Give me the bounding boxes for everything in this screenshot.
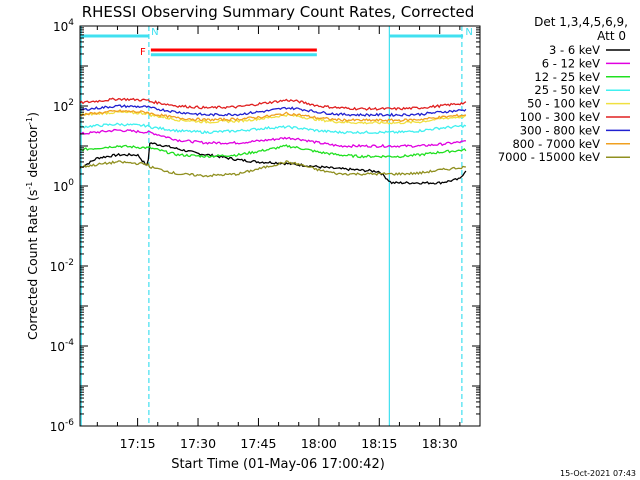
y-tick-label: 102 (53, 98, 74, 114)
y-axis-label-sup1: -1 (25, 182, 34, 190)
legend-label: 50 - 100 keV (527, 97, 600, 111)
footer-timestamp: 15-Oct-2021 07:43 (560, 469, 636, 478)
y-tick-label: 10-2 (50, 258, 74, 274)
plot-area: N NF (79, 26, 473, 426)
legend-label: 300 - 800 keV (520, 123, 600, 137)
series-line-7 (79, 109, 467, 123)
series-line-0 (79, 142, 467, 185)
x-tick-label: 18:00 (301, 436, 337, 451)
y-axis-label-sup2: -1 (25, 117, 34, 125)
legend-header-detectors: Det 1,3,4,5,6,9, (534, 15, 628, 29)
series-line-1 (79, 128, 466, 149)
legend-label: 25 - 50 keV (534, 83, 600, 97)
svg-text:Corrected Count Rate (s-1 dete: Corrected Count Rate (s-1 detector-1) (25, 112, 40, 340)
y-axis-label-end: ) (25, 112, 40, 117)
x-axis-label: Start Time (01-May-06 17:00:42) (171, 457, 385, 472)
axes: 10-6 10-4 10-2 100 102 104 17:15 17:30 17:45 18:0… (50, 18, 481, 451)
marker-label-1: N (465, 27, 472, 38)
y-axis-label: Corrected Count Rate (s-1 detector-1) (25, 112, 40, 340)
y-tick-label: 100 (53, 178, 74, 194)
x-tick-label: 17:45 (240, 436, 276, 451)
y-axis-label-mid: detector (25, 124, 40, 182)
legend-label: 3 - 6 keV (549, 43, 600, 57)
y-tick-label: 10-6 (50, 418, 75, 434)
legend-label: 100 - 300 keV (520, 110, 600, 124)
marker-label-0: N (151, 27, 158, 38)
series-line-3 (79, 122, 467, 135)
x-tick-label: 18:30 (422, 436, 458, 451)
series-line-8 (79, 160, 466, 178)
chart-title: RHESSI Observing Summary Count Rates, Co… (82, 3, 475, 21)
x-tick-label: 17:15 (120, 436, 156, 451)
legend-label: 800 - 7000 keV (512, 137, 600, 151)
x-tick-label: 18:15 (361, 436, 397, 451)
y-tick-label: 10-4 (50, 338, 75, 354)
y-tick-label: 104 (53, 18, 74, 34)
series-line-2 (79, 144, 467, 159)
legend-label: 6 - 12 keV (542, 56, 600, 70)
x-tick-label: 17:30 (180, 436, 216, 451)
marker-label-2: F (140, 47, 146, 58)
legend-label: 12 - 25 keV (534, 70, 600, 84)
series-line-4 (79, 110, 467, 125)
legend-label: 7000 - 15000 keV (498, 150, 600, 164)
legend-header-attenuator: Att 0 (597, 29, 626, 43)
series-line-5 (79, 97, 467, 111)
series-line-6 (79, 104, 467, 117)
y-axis-label-main: Corrected Count Rate (s (25, 190, 40, 340)
